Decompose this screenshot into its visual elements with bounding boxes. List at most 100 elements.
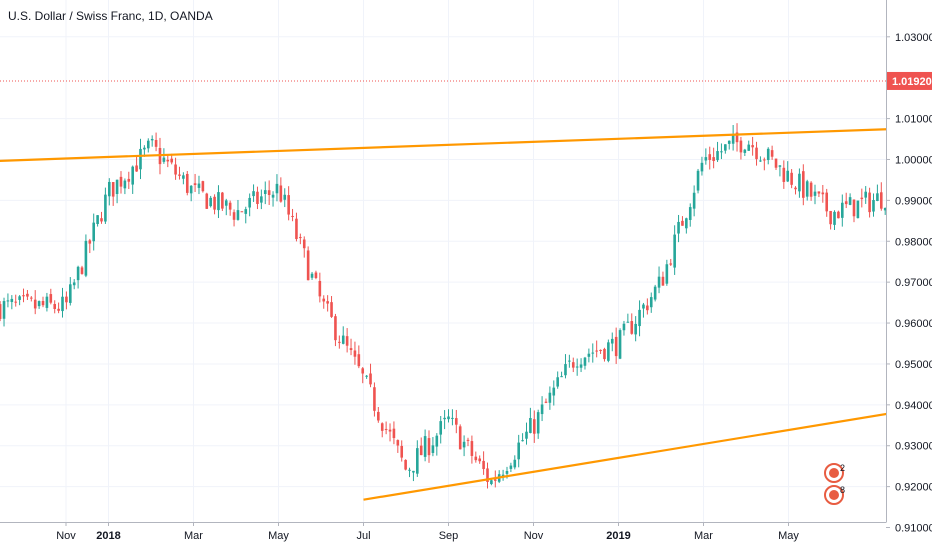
x-tick-label: Mar [184, 530, 203, 542]
candle-up [412, 471, 415, 473]
y-tick-label: 0.95000 [895, 359, 932, 371]
drawings[interactable]: 28 [0, 53, 932, 504]
grid [0, 0, 886, 528]
candle-up [151, 139, 154, 140]
candle-down [205, 194, 208, 209]
candle-down [135, 165, 138, 171]
candle-up [693, 193, 696, 209]
candle-up [190, 186, 193, 194]
candle-up [642, 305, 645, 309]
candle-down [822, 193, 825, 195]
x-tick-label: Nov [524, 530, 544, 542]
candle-up [724, 144, 727, 150]
candle-up [876, 193, 879, 201]
last-price-label: 1.01920 [892, 76, 932, 88]
candle-down [775, 159, 778, 168]
candle-down [213, 197, 216, 210]
candle-up [7, 300, 10, 301]
candle-up [576, 367, 579, 368]
candle-down [603, 349, 606, 359]
candle-down [420, 446, 423, 455]
y-tick-label: 0.92000 [895, 482, 932, 494]
candle-up [311, 274, 314, 278]
y-tick-label: 0.94000 [895, 400, 932, 412]
candle-up [131, 167, 134, 185]
candle-down [256, 192, 259, 204]
candle-up [18, 296, 21, 300]
candle-down [287, 195, 290, 214]
candle-down [22, 295, 25, 296]
candle-down [155, 140, 158, 147]
candle-down [65, 297, 68, 303]
x-tick-label: May [268, 530, 289, 542]
candle-up [798, 174, 801, 192]
candle-up [677, 222, 680, 234]
candle-down [533, 419, 536, 434]
candle-up [432, 445, 435, 453]
candle-down [81, 267, 84, 274]
candle-up [864, 192, 867, 198]
candle-up [73, 282, 76, 285]
x-tick-label: Mar [694, 530, 713, 542]
candle-down [783, 168, 786, 182]
candle-up [556, 377, 559, 386]
candle-down [174, 164, 177, 174]
y-tick-label: 0.99000 [895, 195, 932, 207]
candle-down [295, 219, 298, 239]
candle-up [580, 364, 583, 367]
candle-down [100, 218, 103, 221]
candle-down [369, 373, 372, 384]
candle-down [880, 192, 883, 208]
candle-down [361, 368, 364, 373]
flag-dot [829, 490, 839, 500]
candle-up [627, 322, 630, 323]
event-flag-top-icon[interactable]: 2 [825, 463, 845, 482]
candle-up [342, 336, 345, 344]
candle-up [607, 342, 610, 360]
candle-down [599, 350, 602, 351]
candle-down [280, 185, 283, 201]
candle-down [0, 304, 1, 319]
candle-up [143, 148, 146, 150]
event-flags[interactable]: 28 [825, 463, 845, 504]
candle-up [701, 163, 704, 172]
candle-up [549, 393, 552, 403]
candle-up [806, 181, 809, 196]
candle-down [790, 173, 793, 185]
candle-up [139, 149, 142, 169]
candle-up [529, 418, 532, 433]
candle-down [186, 174, 189, 193]
candle-up [46, 297, 49, 308]
candle-down [346, 336, 349, 346]
candle-down [307, 250, 310, 280]
candle-up [747, 145, 750, 151]
candle-up [872, 200, 875, 212]
candle-down [860, 198, 863, 199]
candle-up [705, 157, 708, 160]
candle-down [373, 387, 376, 411]
candle-down [322, 299, 325, 302]
candle-up [365, 376, 368, 377]
candle-up [260, 196, 263, 202]
candle-up [85, 241, 88, 276]
candle-up [443, 418, 446, 419]
candle-down [358, 354, 361, 366]
event-flag-bottom-icon[interactable]: 8 [825, 485, 845, 504]
candle-down [595, 351, 598, 352]
candle-up [248, 198, 251, 208]
candle-down [42, 301, 45, 305]
candle-up [591, 353, 594, 354]
candle-down [802, 171, 805, 198]
candle-down [681, 221, 684, 226]
candle-down [646, 306, 649, 311]
candle-down [818, 191, 821, 193]
candle-up [424, 436, 427, 457]
candle-up [744, 150, 747, 153]
candle-up [814, 192, 817, 196]
candle-up [689, 207, 692, 220]
x-tick-label: Nov [56, 530, 76, 542]
candle-up [108, 182, 111, 196]
candle-down [740, 141, 743, 153]
